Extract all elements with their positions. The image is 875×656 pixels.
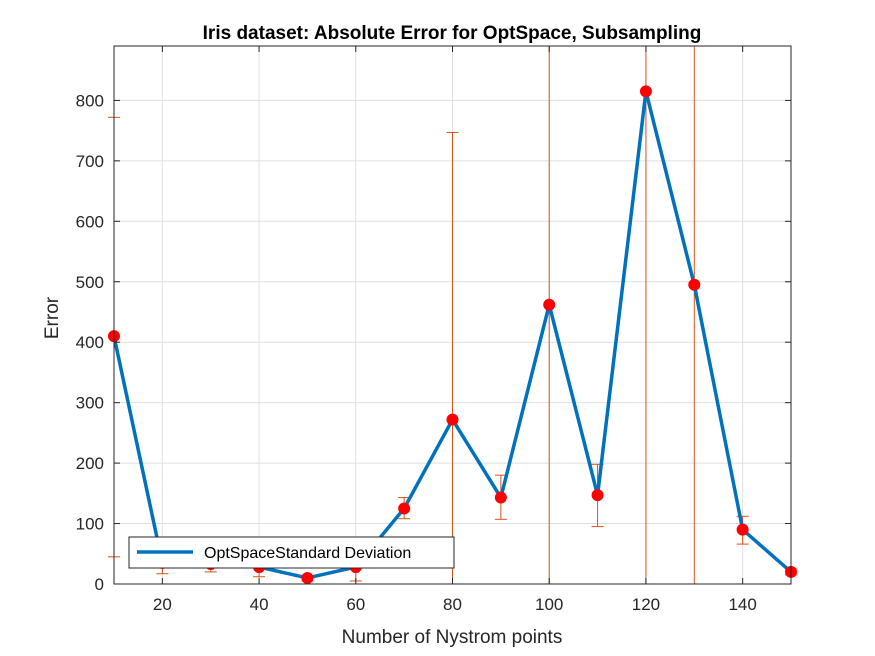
data-point (494, 491, 507, 504)
x-tick-label: 60 (346, 595, 365, 614)
y-tick-label: 700 (76, 152, 104, 171)
y-tick-label: 500 (76, 273, 104, 292)
x-tick-label: 120 (632, 595, 660, 614)
y-tick-label: 800 (76, 91, 104, 110)
data-point (446, 413, 459, 426)
data-point (688, 278, 701, 291)
data-point (543, 298, 556, 311)
chart-title: Iris dataset: Absolute Error for OptSpac… (203, 23, 702, 44)
data-markers (108, 85, 797, 584)
y-tick-label: 400 (76, 333, 104, 352)
data-point (736, 523, 749, 536)
x-tick-label: 100 (535, 595, 563, 614)
x-axis-label: Number of Nystrom points (342, 627, 563, 648)
x-tick-label: 40 (250, 595, 269, 614)
legend: OptSpaceStandard Deviation (128, 536, 455, 569)
y-tick-label: 100 (76, 515, 104, 534)
x-tick-label: 80 (443, 595, 462, 614)
data-point (301, 571, 314, 584)
y-tick-label: 300 (76, 394, 104, 413)
y-tick-label: 600 (76, 212, 104, 231)
y-axis-label: Error (42, 296, 63, 339)
x-tick-label: 20 (153, 595, 172, 614)
data-point (398, 502, 411, 515)
x-tick-label: 140 (728, 595, 756, 614)
x-ticks: 20 40 60 80 100 120 140 (153, 46, 757, 614)
data-point (591, 489, 604, 502)
y-tick-label: 200 (76, 454, 104, 473)
y-tick-label: 0 (95, 575, 104, 594)
legend-entry: OptSpaceStandard Deviation (204, 545, 411, 562)
data-point (639, 85, 652, 98)
y-ticks: 0 100 200 300 400 500 600 700 800 (76, 91, 791, 594)
